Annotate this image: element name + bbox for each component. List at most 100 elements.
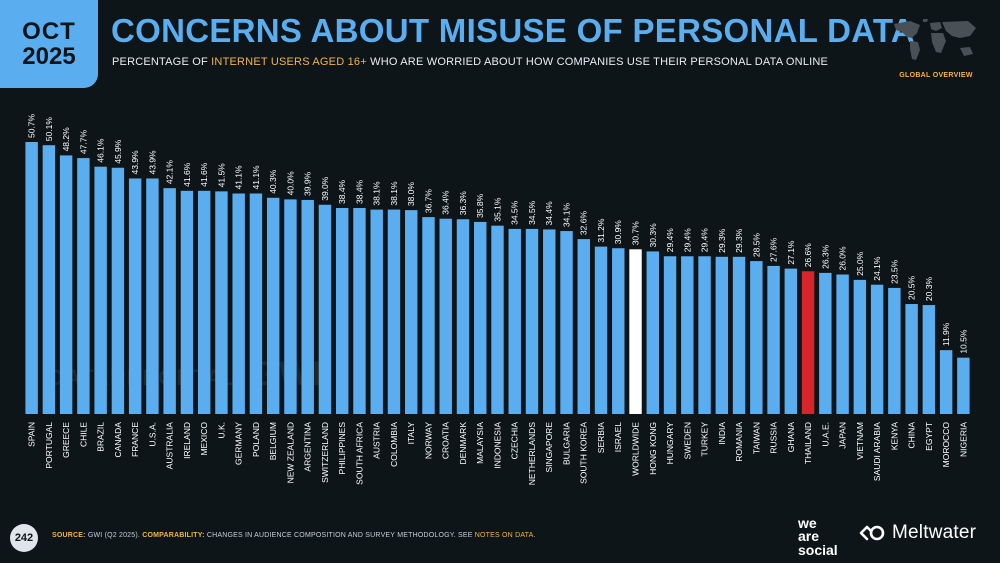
value-label: 20.3% — [924, 277, 934, 302]
bar-china — [905, 304, 918, 414]
category-label: SOUTH AFRICA — [354, 422, 364, 485]
bar-norway — [422, 217, 435, 414]
value-label: 24.1% — [872, 256, 882, 281]
value-label: 38.4% — [337, 179, 347, 204]
notes-on-data-link[interactable]: NOTES ON DATA — [474, 532, 534, 539]
value-label: 25.0% — [855, 251, 865, 276]
bar-russia — [767, 265, 780, 414]
value-label: 34.4% — [544, 201, 554, 226]
category-label: CZECHIA — [510, 422, 520, 460]
bar-germany — [232, 193, 245, 414]
bar-greece — [59, 155, 73, 414]
page-title: CONCERNS ABOUT MISUSE OF PERSONAL DATA — [111, 12, 916, 49]
bar-netherlands — [525, 228, 539, 414]
bar-saudi-arabia — [870, 284, 884, 414]
category-label: SINGAPORE — [544, 422, 554, 473]
value-label: 36.3% — [458, 191, 468, 216]
category-label: TAIWAN — [751, 422, 761, 454]
subtitle-pre: PERCENTAGE OF — [112, 56, 212, 68]
category-label: CHINA — [907, 422, 917, 449]
category-label: INDONESIA — [492, 422, 502, 469]
bar-portugal — [42, 145, 56, 414]
value-label: 23.5% — [889, 259, 899, 284]
category-label: SPAIN — [27, 422, 37, 447]
subtitle-post: WHO ARE WORRIED ABOUT HOW COMPANIES USE … — [366, 56, 829, 68]
bar-bulgaria — [560, 231, 573, 414]
bar-taiwan — [750, 261, 763, 414]
value-label: 28.5% — [751, 233, 761, 258]
category-label: TURKEY — [700, 422, 710, 457]
category-label: NORWAY — [423, 422, 433, 459]
category-label: CROATIA — [441, 422, 451, 459]
value-label: 41.5% — [216, 163, 226, 188]
value-label: 10.5% — [958, 329, 968, 354]
category-label: SAUDI ARABIA — [872, 422, 882, 481]
value-label: 38.4% — [354, 179, 364, 204]
category-label: IRELAND — [182, 422, 192, 459]
bar-kenya — [888, 287, 901, 414]
footer-source: SOURCE: GWI (Q2 2025). COMPARABILITY: CH… — [52, 532, 536, 539]
bar-indonesia — [491, 225, 504, 414]
bar-japan — [836, 274, 849, 414]
category-label: HONG KONG — [648, 422, 658, 475]
value-label: 26.6% — [803, 243, 813, 268]
value-label: 27.6% — [769, 237, 779, 262]
bar-ireland — [180, 190, 194, 414]
value-label: 39.9% — [303, 171, 313, 196]
value-label: 40.0% — [285, 171, 295, 196]
meltwater-logo: Meltwater — [858, 522, 976, 544]
category-label: ROMANIA — [734, 422, 744, 462]
source-value: GWI (Q2 2025). — [87, 532, 141, 539]
bar-israel — [612, 248, 625, 414]
category-label: EGYPT — [924, 422, 934, 451]
value-label: 38.1% — [372, 181, 382, 206]
value-label: 27.1% — [786, 240, 796, 265]
bar-romania — [732, 256, 746, 414]
category-label: GHANA — [786, 422, 796, 453]
bar-thailand — [801, 271, 815, 414]
value-label: 45.9% — [113, 139, 123, 164]
value-label: 26.3% — [820, 244, 830, 269]
bar-u-s-a — [146, 178, 159, 414]
world-map-icon — [894, 19, 976, 60]
value-label: 38.1% — [389, 181, 399, 206]
bar-denmark — [456, 219, 470, 414]
bar-vietnam — [853, 279, 867, 414]
bar-u-a-e — [819, 272, 832, 414]
value-label: 40.3% — [268, 169, 278, 194]
category-label: RUSSIA — [769, 422, 779, 454]
bar-argentina — [301, 199, 314, 414]
bar-hungary — [663, 256, 677, 414]
value-label: 36.7% — [423, 189, 433, 214]
bar-czechia — [508, 228, 521, 414]
category-label: BRAZIL — [96, 422, 106, 452]
bar-hong-kong — [646, 251, 659, 414]
category-label: WORLDWIDE — [631, 422, 641, 476]
value-label: 30.9% — [613, 220, 623, 245]
value-label: 41.1% — [234, 165, 244, 190]
category-label: COLOMBIA — [389, 422, 399, 467]
value-label: 29.4% — [665, 228, 675, 253]
value-label: 29.3% — [734, 228, 744, 253]
page-subtitle: PERCENTAGE OF INTERNET USERS AGED 16+ WH… — [112, 56, 828, 68]
category-label: BULGARIA — [561, 422, 571, 465]
bar-mexico — [197, 190, 211, 414]
meltwater-icon — [859, 525, 885, 541]
bar-switzerland — [318, 204, 332, 414]
value-label: 41.6% — [199, 162, 209, 187]
value-label: 35.1% — [492, 197, 502, 222]
category-label: NETHERLANDS — [527, 422, 537, 486]
bar-australia — [163, 188, 176, 414]
bar-turkey — [698, 256, 711, 414]
value-label: 31.2% — [596, 218, 606, 243]
bar-spain — [25, 142, 38, 414]
date-badge: OCT 2025 — [0, 0, 98, 88]
category-label: INDIA — [717, 422, 727, 445]
value-label: 43.9% — [130, 150, 140, 175]
value-label: 39.0% — [320, 176, 330, 201]
value-label: 20.5% — [907, 275, 917, 300]
bar-philippines — [336, 207, 349, 414]
category-label: MEXICO — [199, 422, 209, 456]
category-label: NIGERIA — [958, 422, 968, 457]
category-label: GERMANY — [234, 422, 244, 465]
